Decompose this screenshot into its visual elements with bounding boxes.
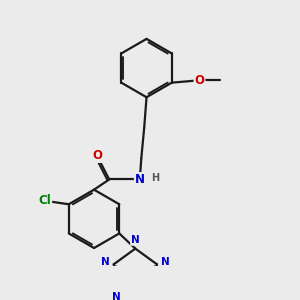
Text: N: N — [112, 292, 121, 300]
Text: Cl: Cl — [38, 194, 51, 207]
Text: O: O — [92, 149, 102, 162]
Text: N: N — [101, 257, 110, 267]
Text: N: N — [161, 257, 170, 267]
Text: O: O — [194, 74, 205, 87]
Text: N: N — [131, 235, 140, 245]
Text: H: H — [151, 173, 159, 183]
Text: N: N — [135, 173, 145, 186]
